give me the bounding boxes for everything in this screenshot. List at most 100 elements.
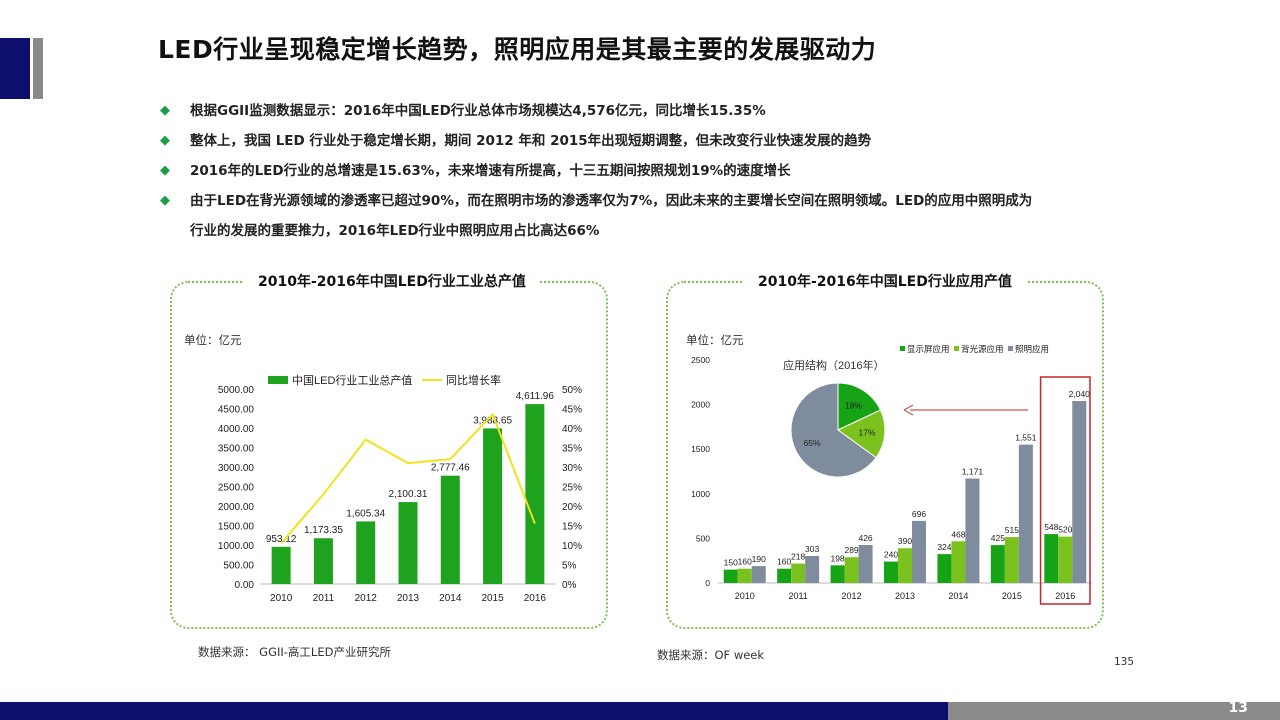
bar-value-label: 1,171 (962, 467, 984, 477)
legend-label: 照明应用 (1015, 344, 1049, 354)
slide-title: LED行业呈现稳定增长趋势，照明应用是其最主要的发展驱动力 (158, 35, 877, 64)
bar (777, 568, 792, 583)
bullet-text: 由于LED在背光源领域的渗透率已超过90%，而在照明市场的渗透率仅为7%，因此未… (190, 193, 1033, 209)
right-chart-title: 2010年-2016年中国LED行业应用产值 (744, 271, 1026, 291)
y-tick-label: 3500.00 (218, 444, 255, 455)
output-value-chart: 单位：亿元 0.00 500.00 1000.00 1500.00 2000.00 2500… (184, 333, 582, 604)
y-tick-label: 1500 (691, 444, 710, 454)
y-tick-label: 2000 (691, 400, 710, 410)
right-source-note: 数据来源：OF week (657, 648, 765, 662)
footer-bar-grey (948, 702, 1280, 720)
pie-value-label: 65% (804, 438, 821, 448)
diamond-bullet-icon: ◆ (160, 163, 170, 178)
bar (356, 521, 376, 584)
y-tick-label: 4500.00 (218, 405, 255, 416)
bar (990, 545, 1005, 583)
legend-label: 显示屏应用 (907, 344, 950, 354)
page-number: 13 (1228, 700, 1248, 716)
bar-value-label: 324 (937, 542, 951, 552)
bar (937, 554, 952, 583)
bar-value-label: 240 (884, 550, 898, 560)
bar (751, 566, 766, 583)
x-tick-label: 2010 (735, 591, 755, 601)
bar-value-label: 303 (805, 544, 819, 554)
bullet-text: 2016年的LED行业的总增速是15.63%，未来增速有所提高，十三五期间按照规… (190, 163, 791, 179)
bar (884, 561, 898, 583)
legend-swatch (1008, 346, 1013, 351)
y-tick-label: 1000.00 (218, 541, 255, 552)
x-tick-label: 2016 (524, 593, 547, 604)
bar-value-label: 3,988.65 (473, 415, 512, 426)
bar (525, 404, 545, 584)
bar (805, 555, 820, 583)
bar-value-label: 425 (991, 533, 1005, 543)
x-tick-label: 2013 (895, 591, 915, 601)
pointer-arrow-head (903, 404, 914, 416)
bullet-item: ◆ 根据GGII监测数据显示：2016年中国LED行业总体市场规模达4,576亿元… (158, 96, 1158, 126)
y2-tick-label: 0% (562, 580, 577, 591)
y2-tick-label: 25% (562, 483, 582, 494)
x-tick-label: 2014 (439, 593, 462, 604)
bar (313, 538, 333, 584)
bar-value-label: 468 (951, 529, 965, 539)
pie-title: 应用结构（2016年） (783, 358, 884, 372)
diamond-bullet-icon: ◆ (160, 193, 170, 208)
y-tick-label: 4000.00 (218, 424, 255, 435)
corner-accent-grey (33, 38, 43, 99)
unit-label: 单位：亿元 (686, 333, 744, 347)
bullet-text: 整体上，我国 LED 行业处于稳定增长期，期间 2012 年和 2015年出现短… (190, 133, 872, 149)
y2-tick-label: 15% (562, 522, 582, 533)
highlight-box-2016 (1039, 376, 1091, 605)
bar-value-label: 150 (724, 558, 738, 568)
bar (723, 569, 738, 583)
bar (1072, 401, 1087, 583)
bullet-item: ◆ 2016年的LED行业的总增速是15.63%，未来增速有所提高，十三五期间按照… (158, 156, 1158, 186)
corner-accent-navy (0, 38, 30, 99)
left-chart-title: 2010年-2016年中国LED行业工业总产值 (244, 271, 540, 291)
bar (951, 541, 966, 583)
legend-swatch (954, 346, 959, 351)
x-tick-label: 2013 (397, 593, 420, 604)
y2-tick-label: 30% (562, 463, 582, 474)
y-tick-label: 5000.00 (218, 385, 255, 396)
y2-tick-label: 40% (562, 424, 582, 435)
growth-rate-line (280, 412, 536, 544)
bar-value-label: 289 (844, 545, 858, 555)
bar-value-label: 1,173.35 (304, 525, 343, 536)
bullet-continuation: 行业的发展的重要推力，2016年LED行业中照明应用占比高达66% (158, 216, 1158, 246)
bar (830, 565, 845, 583)
y-tick-label: 2500 (691, 355, 710, 365)
bar (398, 502, 418, 584)
bar-value-label: 390 (898, 536, 912, 546)
y-tick-label: 2500.00 (218, 483, 255, 494)
bar-value-label: 2,040 (1069, 389, 1091, 399)
y-tick-label: 500 (696, 533, 710, 543)
page-reference: 135 (1114, 656, 1135, 668)
bar-value-label: 198 (830, 553, 844, 563)
y2-tick-label: 50% (562, 385, 582, 396)
pie-slice (837, 382, 882, 431)
bar (1018, 444, 1033, 583)
bar (898, 548, 912, 583)
bullet-text: 根据GGII监测数据显示：2016年中国LED行业总体市场规模达4,576亿元，… (190, 103, 766, 119)
y2-tick-label: 35% (562, 444, 582, 455)
x-tick-label: 2011 (313, 593, 335, 604)
footer-bar-navy (0, 702, 948, 720)
bar-value-label: 696 (912, 509, 926, 519)
bullet-item: ◆ 由于LED在背光源领域的渗透率已超过90%，而在照明市场的渗透率仅为7%，因此… (158, 186, 1158, 216)
bar-value-label: 2,777.46 (431, 463, 470, 474)
legend-label-output: 中国LED行业工业总产值 (292, 373, 412, 387)
bar-value-label: 426 (858, 533, 872, 543)
x-tick-label: 2015 (1002, 591, 1022, 601)
bar (1044, 534, 1059, 583)
bar-value-label: 515 (1005, 525, 1019, 535)
bar-value-label: 520 (1058, 525, 1072, 535)
legend-swatch-output (268, 376, 288, 384)
legend-label-growth: 同比增长率 (446, 373, 501, 387)
left-source-note: 数据来源： GGII-高工LED产业研究所 (198, 645, 391, 659)
x-tick-label: 2016 (1055, 591, 1075, 601)
bar-value-label: 160 (738, 557, 752, 567)
pie-value-label: 17% (859, 428, 876, 438)
diamond-bullet-icon: ◆ (160, 103, 170, 118)
bullet-text: 行业的发展的重要推力，2016年LED行业中照明应用占比高达66% (190, 223, 600, 239)
